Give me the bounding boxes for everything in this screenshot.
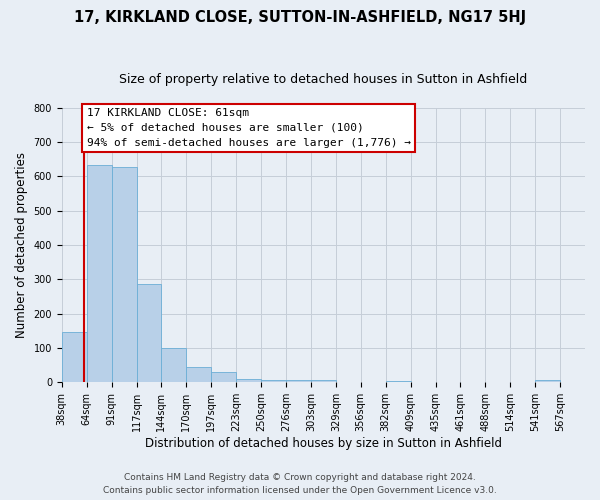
Bar xyxy=(62,332,86,382)
Bar xyxy=(211,372,236,382)
Bar xyxy=(261,380,286,382)
Bar xyxy=(286,380,311,382)
Text: 17 KIRKLAND CLOSE: 61sqm
← 5% of detached houses are smaller (100)
94% of semi-d: 17 KIRKLAND CLOSE: 61sqm ← 5% of detache… xyxy=(87,108,411,148)
X-axis label: Distribution of detached houses by size in Sutton in Ashfield: Distribution of detached houses by size … xyxy=(145,437,502,450)
Bar xyxy=(187,367,211,382)
Text: 17, KIRKLAND CLOSE, SUTTON-IN-ASHFIELD, NG17 5HJ: 17, KIRKLAND CLOSE, SUTTON-IN-ASHFIELD, … xyxy=(74,10,526,25)
Text: Contains HM Land Registry data © Crown copyright and database right 2024.
Contai: Contains HM Land Registry data © Crown c… xyxy=(103,474,497,495)
Title: Size of property relative to detached houses in Sutton in Ashfield: Size of property relative to detached ho… xyxy=(119,72,527,86)
Bar xyxy=(311,380,336,382)
Bar xyxy=(86,165,112,382)
Bar xyxy=(137,284,161,382)
Bar xyxy=(535,380,560,382)
Y-axis label: Number of detached properties: Number of detached properties xyxy=(15,152,28,338)
Bar xyxy=(112,167,137,382)
Bar xyxy=(161,348,187,382)
Bar xyxy=(236,379,261,382)
